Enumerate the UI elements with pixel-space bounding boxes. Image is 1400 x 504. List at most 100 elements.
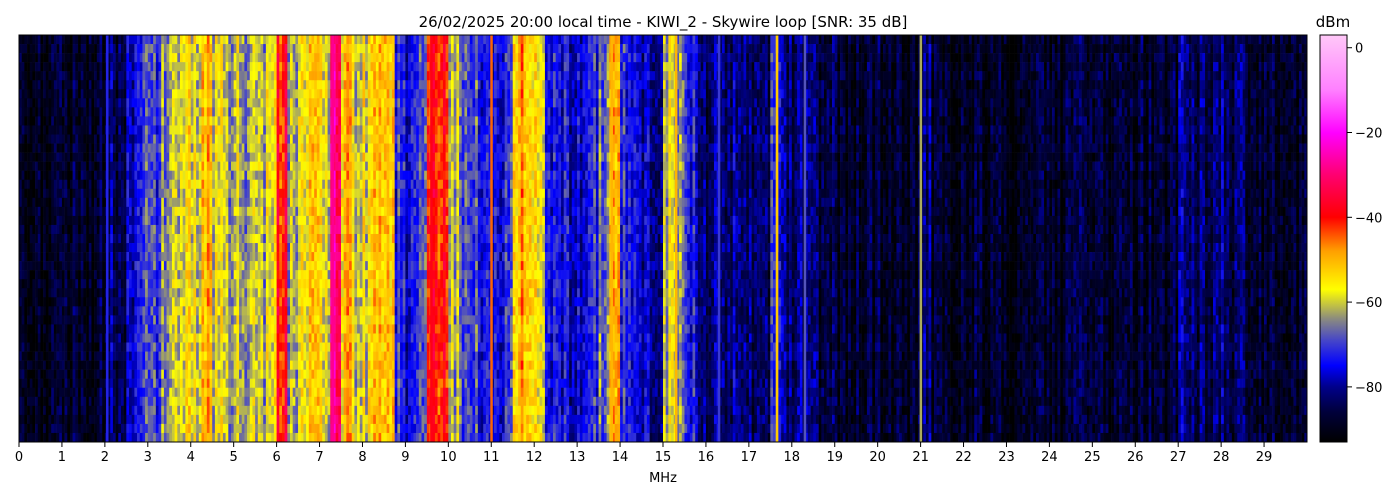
heatmap-cell bbox=[311, 270, 315, 280]
heatmap-cell bbox=[19, 62, 22, 72]
heatmap-cell bbox=[298, 414, 302, 425]
heatmap-cell bbox=[260, 44, 264, 54]
heatmap-cell bbox=[220, 98, 224, 108]
heatmap-cell bbox=[37, 270, 41, 280]
heatmap-cell bbox=[174, 432, 178, 443]
heatmap-cell bbox=[174, 197, 178, 208]
heatmap-cell bbox=[107, 62, 111, 72]
heatmap-cell bbox=[177, 387, 181, 398]
heatmap-cell bbox=[37, 152, 41, 162]
heatmap-cell bbox=[75, 44, 79, 54]
heatmap-cell bbox=[257, 170, 261, 181]
heatmap-cell bbox=[273, 89, 277, 99]
heatmap-cell bbox=[182, 414, 186, 425]
heatmap-cell bbox=[201, 252, 205, 262]
heatmap-cell bbox=[279, 342, 283, 352]
heatmap-cell bbox=[303, 243, 307, 253]
heatmap-cell bbox=[64, 414, 68, 425]
heatmap-cell bbox=[295, 116, 299, 126]
heatmap-cell bbox=[131, 279, 135, 289]
heatmap-cell bbox=[292, 53, 296, 63]
heatmap-cell bbox=[239, 116, 243, 126]
heatmap-cell bbox=[166, 107, 170, 117]
heatmap-cell bbox=[72, 351, 76, 361]
heatmap-cell bbox=[255, 297, 259, 307]
heatmap-cell bbox=[263, 369, 267, 379]
heatmap-cell bbox=[53, 432, 57, 443]
heatmap-cell bbox=[53, 297, 57, 307]
heatmap-cell bbox=[69, 279, 73, 289]
heatmap-cell bbox=[220, 261, 224, 271]
heatmap-cell bbox=[273, 279, 277, 289]
heatmap-cell bbox=[212, 387, 216, 398]
heatmap-cell bbox=[292, 71, 296, 81]
heatmap-cell bbox=[244, 161, 248, 171]
heatmap-cell bbox=[171, 432, 175, 443]
heatmap-cell bbox=[241, 252, 245, 262]
heatmap-cell bbox=[153, 243, 157, 253]
heatmap-cell bbox=[24, 432, 28, 443]
heatmap-cell bbox=[99, 206, 103, 217]
heatmap-cell bbox=[290, 35, 293, 45]
heatmap-cell bbox=[139, 62, 143, 72]
heatmap-cell bbox=[281, 405, 285, 416]
heatmap-cell bbox=[177, 360, 181, 370]
heatmap-cell bbox=[233, 423, 237, 434]
heatmap-cell bbox=[94, 116, 98, 126]
heatmap-cell bbox=[292, 224, 296, 235]
heatmap-cell bbox=[56, 396, 60, 407]
heatmap-cell bbox=[24, 233, 28, 244]
heatmap-cell bbox=[161, 143, 165, 153]
heatmap-cell bbox=[180, 369, 183, 379]
heatmap-cell bbox=[263, 396, 267, 407]
heatmap-cell bbox=[225, 224, 229, 235]
heatmap-cell bbox=[134, 306, 138, 316]
heatmap-cell bbox=[80, 143, 84, 153]
heatmap-cell bbox=[230, 261, 234, 271]
heatmap-cell bbox=[303, 306, 307, 316]
heatmap-cell bbox=[59, 197, 63, 208]
heatmap-cell bbox=[51, 423, 55, 434]
heatmap-cell bbox=[153, 252, 157, 262]
heatmap-cell bbox=[115, 161, 119, 171]
heatmap-cell bbox=[123, 396, 127, 407]
heatmap-cell bbox=[134, 80, 138, 90]
heatmap-cell bbox=[61, 98, 65, 108]
heatmap-cell bbox=[222, 351, 226, 361]
heatmap-cell bbox=[75, 369, 79, 379]
heatmap-cell bbox=[35, 243, 39, 253]
heatmap-cell bbox=[27, 233, 31, 244]
heatmap-cell bbox=[163, 279, 167, 289]
heatmap-cell bbox=[59, 378, 63, 389]
heatmap-cell bbox=[268, 243, 272, 253]
heatmap-cell bbox=[287, 233, 291, 244]
heatmap-cell bbox=[212, 351, 216, 361]
heatmap-cell bbox=[284, 233, 288, 244]
heatmap-cell bbox=[51, 134, 55, 144]
heatmap-cell bbox=[118, 206, 122, 217]
heatmap-cell bbox=[196, 297, 200, 307]
heatmap-cell bbox=[308, 125, 312, 135]
heatmap-cell bbox=[303, 197, 307, 208]
heatmap-cell bbox=[204, 62, 208, 72]
heatmap-cell bbox=[24, 405, 28, 416]
heatmap-cell bbox=[147, 89, 151, 99]
heatmap-cell bbox=[308, 279, 312, 289]
heatmap-cell bbox=[212, 125, 216, 135]
heatmap-cell bbox=[220, 179, 224, 190]
heatmap-cell bbox=[228, 414, 232, 425]
heatmap-cell bbox=[19, 252, 22, 262]
heatmap-cell bbox=[137, 324, 141, 334]
heatmap-cell bbox=[233, 387, 237, 398]
heatmap-cell bbox=[56, 80, 60, 90]
heatmap-cell bbox=[163, 224, 167, 235]
heatmap-cell bbox=[212, 369, 216, 379]
heatmap-cell bbox=[37, 324, 41, 334]
heatmap-cell bbox=[171, 252, 175, 262]
heatmap-cell bbox=[145, 107, 149, 117]
heatmap-cell bbox=[102, 53, 106, 63]
heatmap-cell bbox=[188, 188, 192, 199]
heatmap-cell bbox=[198, 324, 202, 334]
heatmap-cell bbox=[188, 44, 192, 54]
heatmap-cell bbox=[287, 414, 291, 425]
